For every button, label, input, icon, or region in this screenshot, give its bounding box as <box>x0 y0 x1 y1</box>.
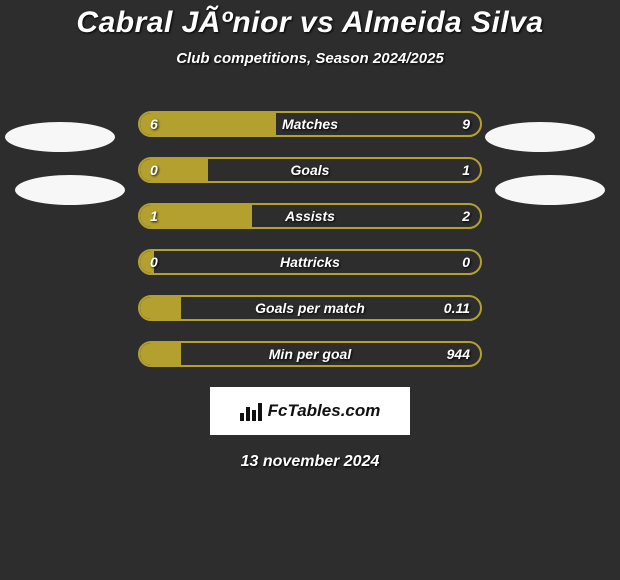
page-subtitle: Club competitions, Season 2024/2025 <box>0 50 620 67</box>
stat-bar: Hattricks0 0 <box>138 249 482 275</box>
decorative-ellipse <box>5 122 115 152</box>
stat-bar: Goals0 1 <box>138 157 482 183</box>
stat-bar-right-value: 2 <box>462 205 470 227</box>
stat-bar-right-value: 9 <box>462 113 470 135</box>
stat-bar: Assists1 2 <box>138 203 482 229</box>
stat-bar-right-value: 1 <box>462 159 470 181</box>
brand-box: FcTables.com <box>210 387 410 435</box>
stat-bar-label: Assists <box>140 205 480 227</box>
decorative-ellipse <box>495 175 605 205</box>
stat-bar-right-value: 0 <box>462 251 470 273</box>
stat-bar: Min per goal944 <box>138 341 482 367</box>
stat-bar: Goals per match0.11 <box>138 295 482 321</box>
stat-bar-right-value: 944 <box>447 343 470 365</box>
stat-bars-container: Matches69Goals01Assists12Hattricks00Goal… <box>138 111 482 367</box>
page-title: Cabral JÃºnior vs Almeida Silva <box>0 0 620 40</box>
chart-icon <box>240 401 262 421</box>
stat-bar-label: Goals <box>140 159 480 181</box>
stat-bar-label: Hattricks <box>140 251 480 273</box>
stat-bar-left-value: 0 <box>150 251 158 273</box>
stat-bar-left-value: 0 <box>150 159 158 181</box>
decorative-ellipse <box>15 175 125 205</box>
stat-bar-label: Goals per match <box>140 297 480 319</box>
date-text: 13 november 2024 <box>0 453 620 471</box>
stat-bar: Matches6 9 <box>138 111 482 137</box>
stat-bar-right-value: 0.11 <box>444 297 470 319</box>
stat-bar-left-value: 6 <box>150 113 158 135</box>
decorative-ellipse <box>485 122 595 152</box>
stat-bar-left-value: 1 <box>150 205 158 227</box>
stat-bar-label: Min per goal <box>140 343 480 365</box>
stat-bar-label: Matches <box>140 113 480 135</box>
brand-text: FcTables.com <box>268 401 381 421</box>
